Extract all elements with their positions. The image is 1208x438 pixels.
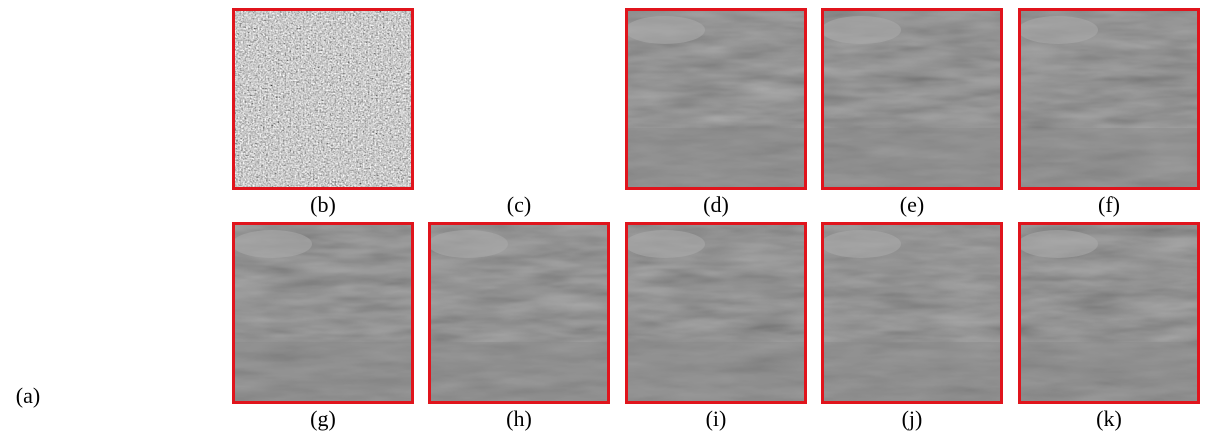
image-texture (232, 8, 414, 190)
panel: (e) (821, 8, 1003, 217)
image-highlight (1018, 16, 1098, 44)
panel-label: (b) (310, 192, 336, 217)
panels: (a) (b) (c) (d) (e) (f) (g) (h) (i) (j) (k) (16, 8, 1200, 431)
image-highlight (625, 230, 705, 258)
image-lower (821, 128, 1003, 190)
panel-label: (c) (507, 192, 531, 217)
image-highlight (821, 230, 901, 258)
panel-label: (j) (902, 406, 923, 431)
image-lower (1018, 342, 1200, 404)
panel-label: (i) (706, 406, 727, 431)
panel-label: (g) (310, 406, 336, 431)
image-highlight (625, 16, 705, 44)
panel: (k) (1018, 222, 1200, 431)
panel: (f) (1018, 8, 1200, 217)
panel-label: (e) (900, 192, 924, 217)
image-highlight (428, 230, 508, 258)
panel-label: (f) (1098, 192, 1120, 217)
panel: (i) (625, 222, 807, 431)
panel-label: (k) (1096, 406, 1122, 431)
image-lower (625, 342, 807, 404)
image-lower (821, 342, 1003, 404)
image-lower (625, 128, 807, 190)
image-highlight (1018, 230, 1098, 258)
panel: (g) (232, 222, 414, 431)
panel: (j) (821, 222, 1003, 431)
panel-label: (h) (506, 406, 532, 431)
panel: (b) (232, 8, 414, 217)
image-lower (1018, 128, 1200, 190)
image-highlight (821, 16, 901, 44)
panel-label: (d) (703, 192, 729, 217)
panel: (d) (625, 8, 807, 217)
panel-label: (a) (16, 383, 40, 408)
figure: (a) (b) (c) (d) (e) (f) (g) (h) (i) (j) (k) (0, 0, 1208, 438)
image-lower (232, 342, 414, 404)
image-lower (428, 342, 610, 404)
image-highlight (232, 230, 312, 258)
panel: (h) (428, 222, 610, 431)
panel: (c) (507, 192, 531, 217)
